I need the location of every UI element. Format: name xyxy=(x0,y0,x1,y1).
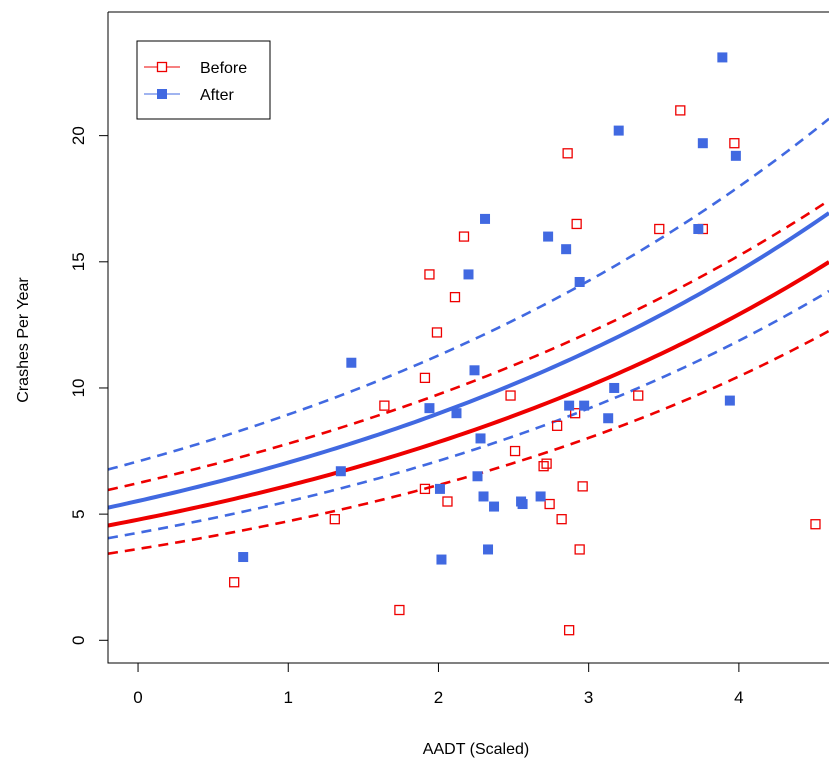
after-point xyxy=(535,491,546,502)
after-point xyxy=(472,471,483,482)
before-point xyxy=(538,461,549,472)
y-tick-label: 20 xyxy=(69,126,88,145)
before-point xyxy=(675,105,686,116)
y-tick-label: 10 xyxy=(69,379,88,398)
after-point xyxy=(613,125,624,136)
before-point xyxy=(810,519,821,530)
after-point xyxy=(480,213,491,224)
before-point xyxy=(562,148,573,159)
before-point xyxy=(449,291,461,303)
after-point xyxy=(574,276,585,287)
after-point xyxy=(463,269,474,280)
after-point xyxy=(543,231,554,242)
before-point xyxy=(442,496,453,507)
after-point xyxy=(434,483,445,494)
before-point xyxy=(541,458,552,469)
x-axis-title: AADT (Scaled) xyxy=(423,741,529,758)
legend-after-label: After xyxy=(200,87,234,104)
after-point xyxy=(717,52,728,63)
before-point xyxy=(509,445,521,457)
after-lower-bound-curve xyxy=(108,289,829,540)
before-point xyxy=(424,269,435,280)
before-point xyxy=(556,514,567,525)
after-point xyxy=(475,433,486,444)
before-point xyxy=(329,514,340,525)
after-point xyxy=(561,244,572,255)
after-point xyxy=(724,395,735,406)
after-point xyxy=(517,499,528,510)
after-point xyxy=(693,224,704,234)
after-fit-curve xyxy=(108,211,829,510)
x-tick-label: 4 xyxy=(734,688,743,707)
y-tick-label: 15 xyxy=(69,252,88,271)
before-point xyxy=(729,138,740,149)
legend: Before After xyxy=(136,40,271,120)
before-point xyxy=(563,625,575,636)
y-axis: 0 5 10 15 20 xyxy=(69,126,108,645)
after-point xyxy=(451,408,462,419)
before-point xyxy=(431,327,443,338)
legend-after-marker xyxy=(157,89,167,99)
before-point xyxy=(577,481,588,492)
before-point xyxy=(419,483,431,495)
before-fit-curve xyxy=(108,260,829,528)
before-point xyxy=(229,577,240,588)
before-point xyxy=(505,390,516,401)
y-tick-label: 0 xyxy=(69,636,88,645)
legend-before-label: Before xyxy=(200,60,247,77)
before-point xyxy=(551,420,563,431)
before-point xyxy=(633,390,644,401)
after-point xyxy=(436,554,447,565)
after-point xyxy=(238,552,249,563)
after-point xyxy=(730,150,741,161)
before-point xyxy=(574,544,585,555)
before-point xyxy=(458,231,470,242)
y-axis-title: Crashes Per Year xyxy=(15,277,32,403)
after-point xyxy=(609,382,620,393)
after-point xyxy=(483,544,494,555)
after-point xyxy=(564,400,575,411)
before-upper-bound-curve xyxy=(108,199,829,492)
after-point xyxy=(697,138,708,149)
x-tick-label: 3 xyxy=(584,688,593,707)
before-point xyxy=(419,372,431,384)
after-point xyxy=(469,365,480,376)
after-point xyxy=(346,357,357,368)
x-tick-label: 1 xyxy=(284,688,293,707)
before-point xyxy=(379,400,390,411)
after-point xyxy=(424,403,435,414)
before-point xyxy=(654,223,665,235)
x-tick-label: 0 xyxy=(133,688,142,707)
before-lower-bound-curve xyxy=(108,329,829,555)
before-point xyxy=(544,498,555,510)
after-upper-bound-curve xyxy=(108,117,829,471)
legend-box xyxy=(136,40,271,120)
after-point xyxy=(579,400,590,411)
x-axis: 0 1 2 3 4 xyxy=(133,663,744,707)
fit-curves xyxy=(108,117,829,555)
x-tick-label: 2 xyxy=(434,688,443,707)
after-point xyxy=(335,466,346,477)
before-point xyxy=(394,604,405,616)
after-point xyxy=(478,491,489,502)
data-points xyxy=(229,52,821,636)
after-point xyxy=(603,413,614,424)
y-tick-label: 5 xyxy=(69,509,88,518)
before-point xyxy=(571,218,582,230)
before-point xyxy=(569,408,581,419)
after-point xyxy=(489,501,500,512)
legend-before-marker xyxy=(156,61,168,73)
